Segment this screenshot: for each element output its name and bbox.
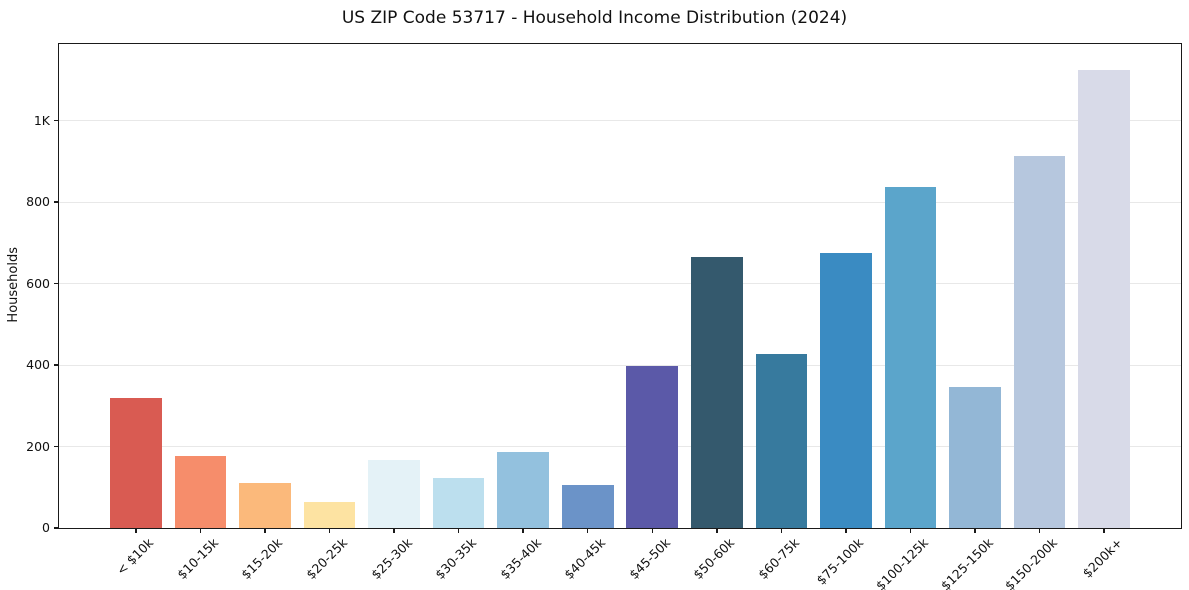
x-tick-label: $15-20k bbox=[238, 535, 286, 583]
bar-$10-15k bbox=[174, 456, 227, 528]
y-axis-label: Households bbox=[5, 247, 21, 323]
x-tick-mark bbox=[393, 528, 395, 533]
y-tick-mark bbox=[54, 119, 59, 122]
x-tick-mark bbox=[457, 528, 460, 533]
y-tick-label: 600 bbox=[26, 275, 50, 291]
bar-$125-150k bbox=[949, 387, 1001, 528]
x-tick-mark bbox=[974, 528, 976, 533]
bar-$25-30k bbox=[368, 460, 420, 528]
bar-$100-125k bbox=[884, 187, 937, 528]
gridline-y-400 bbox=[59, 364, 1181, 366]
x-tick-label: $60-75k bbox=[754, 535, 803, 583]
y-tick-label: 400 bbox=[26, 357, 50, 373]
y-tick-mark bbox=[54, 282, 59, 285]
x-tick-label: $35-40k bbox=[496, 535, 544, 583]
bar-$20-25k bbox=[303, 501, 356, 528]
x-tick-mark bbox=[264, 528, 266, 533]
chart-title: US ZIP Code 53717 - Household Income Dis… bbox=[341, 8, 848, 28]
bar-$35-40k bbox=[497, 451, 549, 528]
gridline-y-600 bbox=[59, 283, 1181, 285]
x-tick-mark bbox=[135, 528, 137, 533]
x-tick-mark bbox=[328, 528, 331, 533]
x-tick-mark bbox=[587, 528, 589, 533]
x-tick-mark bbox=[1103, 528, 1105, 533]
x-tick-label: $125-150k bbox=[937, 535, 996, 590]
plot-area: 0 200 400 600 800 1K < $10k $10-15k $15-20k $20-2… bbox=[26, 43, 1182, 590]
x-tick-label: $45-50k bbox=[625, 535, 673, 583]
bar-$30-35k bbox=[432, 477, 485, 528]
y-tick-mark bbox=[54, 445, 59, 448]
y-tick-label: 1K bbox=[33, 112, 50, 128]
x-tick-mark bbox=[845, 528, 847, 533]
x-tick-mark bbox=[1038, 528, 1041, 533]
x-tick-mark bbox=[716, 528, 718, 533]
bar-< $10k bbox=[110, 398, 162, 528]
x-tick-label: $10-15k bbox=[173, 535, 221, 583]
x-tick-mark bbox=[651, 528, 653, 533]
x-tick-label: < $10k bbox=[113, 535, 157, 578]
y-tick-label: 200 bbox=[26, 438, 50, 454]
x-tick-label: $75-100k bbox=[813, 535, 867, 588]
bar-$60-75k bbox=[755, 354, 808, 528]
x-tick-mark bbox=[522, 528, 524, 533]
x-tick-label: $25-30k bbox=[367, 535, 415, 583]
bar-$45-50k bbox=[626, 365, 679, 528]
y-tick-mark bbox=[54, 201, 59, 203]
y-tick-label: 0 bbox=[42, 520, 50, 535]
x-tick-mark bbox=[199, 528, 202, 533]
bar-$50-60k bbox=[691, 257, 743, 528]
bar-$40-45k bbox=[561, 484, 614, 528]
x-tick-label: $150-200k bbox=[1001, 535, 1061, 590]
bar-$200k+ bbox=[1078, 69, 1130, 528]
x-tick-label: $200k+ bbox=[1079, 535, 1125, 581]
gridline-y-200 bbox=[59, 446, 1181, 448]
x-tick-label: $100-125k bbox=[872, 535, 932, 590]
gridline-y-800 bbox=[59, 201, 1181, 203]
bar-$150-200k bbox=[1013, 155, 1066, 528]
y-tick-label: 800 bbox=[26, 194, 50, 210]
gridline-y-1K bbox=[59, 120, 1181, 122]
x-tick-label: $50-60k bbox=[690, 535, 738, 583]
x-tick-mark bbox=[780, 528, 783, 533]
y-axis-label-box: Households bbox=[2, 43, 24, 527]
bar-$15-20k bbox=[239, 483, 291, 528]
x-tick-label: $30-35k bbox=[432, 535, 480, 583]
x-tick-label: $20-25k bbox=[303, 535, 351, 583]
x-tick-mark bbox=[909, 528, 912, 533]
bar-$75-100k bbox=[820, 253, 872, 528]
x-tick-label: $40-45k bbox=[561, 535, 609, 583]
y-tick-mark bbox=[54, 364, 59, 366]
y-tick-mark bbox=[54, 527, 59, 529]
